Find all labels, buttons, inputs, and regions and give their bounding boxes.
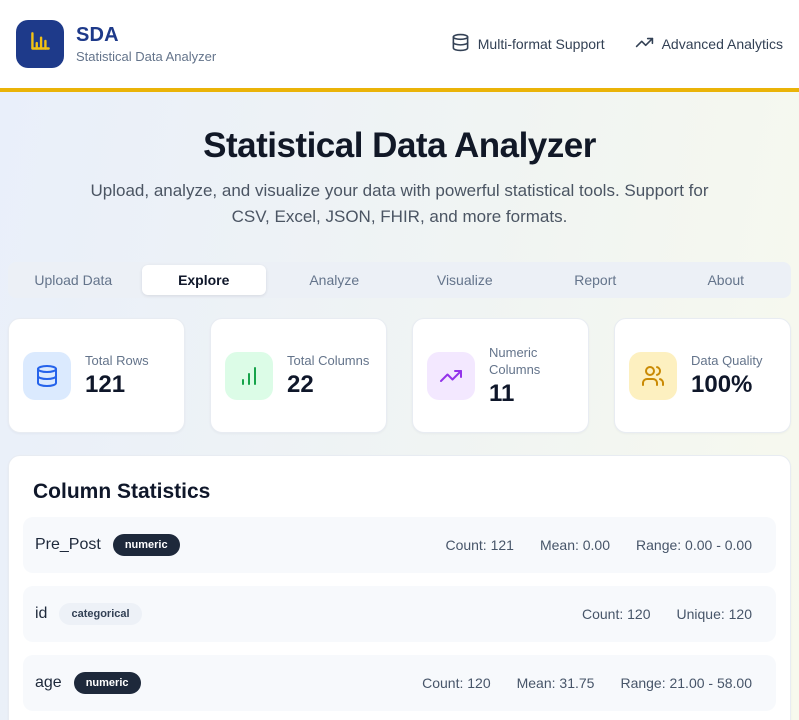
tab-upload-data[interactable]: Upload Data (34, 272, 113, 288)
feature-label: Multi-format Support (477, 36, 605, 52)
stat-mean: Mean: 0.00 (539, 537, 611, 553)
column-stat-row: Pre_Post numeric Count: 121 Mean: 0.00 R… (23, 517, 776, 573)
trending-up-icon (427, 351, 475, 400)
main-content: Statistical Data Analyzer Upload, analyz… (0, 92, 799, 720)
tab-visualize[interactable]: Visualize (436, 272, 493, 288)
stat-value: 121 (85, 371, 126, 398)
app-header: SDA Statistical Data Analyzer Multi-form… (0, 0, 799, 92)
trending-up-icon (635, 33, 654, 55)
column-name: age (35, 674, 62, 691)
stat-count: Count: 120 (581, 606, 651, 622)
users-icon (629, 351, 677, 400)
database-icon (451, 33, 470, 55)
type-badge: numeric (112, 534, 180, 556)
column-name: Pre_Post (35, 536, 101, 553)
stat-card-total-rows: Total Rows 121 (8, 318, 185, 433)
stat-value: 11 (489, 379, 515, 407)
stat-mean: Mean: 31.75 (516, 675, 595, 691)
tab-bar: Upload Data Explore Analyze Visualize Re… (8, 262, 791, 298)
stat-label: Total Rows (85, 353, 149, 368)
tab-explore[interactable]: Explore (141, 265, 266, 295)
app-logo (16, 20, 64, 68)
database-icon (23, 351, 71, 400)
stat-range: Range: 0.00 - 0.00 (636, 537, 752, 553)
stat-card-data-quality: Data Quality 100% (614, 318, 791, 433)
stat-label: Total Columns (287, 353, 370, 368)
stat-value: 100% (691, 371, 753, 398)
tab-about[interactable]: About (707, 272, 745, 288)
feature-advanced-analytics: Advanced Analytics (635, 33, 783, 55)
column-stat-row: age numeric Count: 120 Mean: 31.75 Range… (23, 655, 776, 711)
feature-label: Advanced Analytics (661, 36, 783, 52)
bar-chart-icon (225, 351, 273, 400)
type-badge: numeric (73, 672, 141, 694)
stat-card-numeric-columns: Numeric Columns 11 (412, 318, 589, 433)
stat-count: Count: 120 (422, 675, 491, 691)
section-title: Column Statistics (33, 480, 211, 503)
stat-range: Range: 21.00 - 58.00 (620, 675, 752, 691)
brand-name: Statistical Data Analyzer (76, 49, 217, 64)
stat-unique: Unique: 120 (676, 606, 752, 622)
stat-value: 22 (287, 371, 314, 398)
stat-count: Count: 121 (445, 537, 514, 553)
tab-report[interactable]: Report (574, 272, 617, 288)
bar-chart-logo-icon (27, 29, 53, 60)
tab-analyze[interactable]: Analyze (309, 272, 360, 288)
column-stat-row: id categorical Count: 120 Unique: 120 (23, 586, 776, 642)
stat-label: Numeric Columns (489, 344, 541, 377)
column-name: id (35, 605, 48, 622)
page-subtitle: Upload, analyze, and visualize your data… (90, 181, 709, 226)
feature-multi-format: Multi-format Support (451, 33, 605, 55)
hero-section: Statistical Data Analyzer Upload, analyz… (0, 92, 799, 230)
stat-card-total-columns: Total Columns 22 (210, 318, 387, 433)
stats-cards: Total Rows 121 Total Columns 22 (8, 318, 791, 433)
brand-abbr: SDA (76, 24, 119, 46)
column-statistics-panel: Column Statistics Pre_Post numeric Count… (8, 455, 791, 720)
stat-label: Data Quality (691, 353, 763, 368)
brand: SDA Statistical Data Analyzer (16, 20, 216, 68)
page-title: Statistical Data Analyzer (203, 126, 596, 165)
type-badge: categorical (59, 603, 142, 625)
